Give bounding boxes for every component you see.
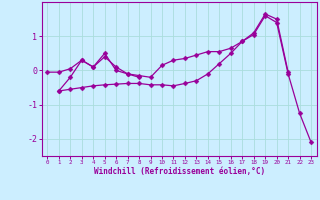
X-axis label: Windchill (Refroidissement éolien,°C): Windchill (Refroidissement éolien,°C) xyxy=(94,167,265,176)
